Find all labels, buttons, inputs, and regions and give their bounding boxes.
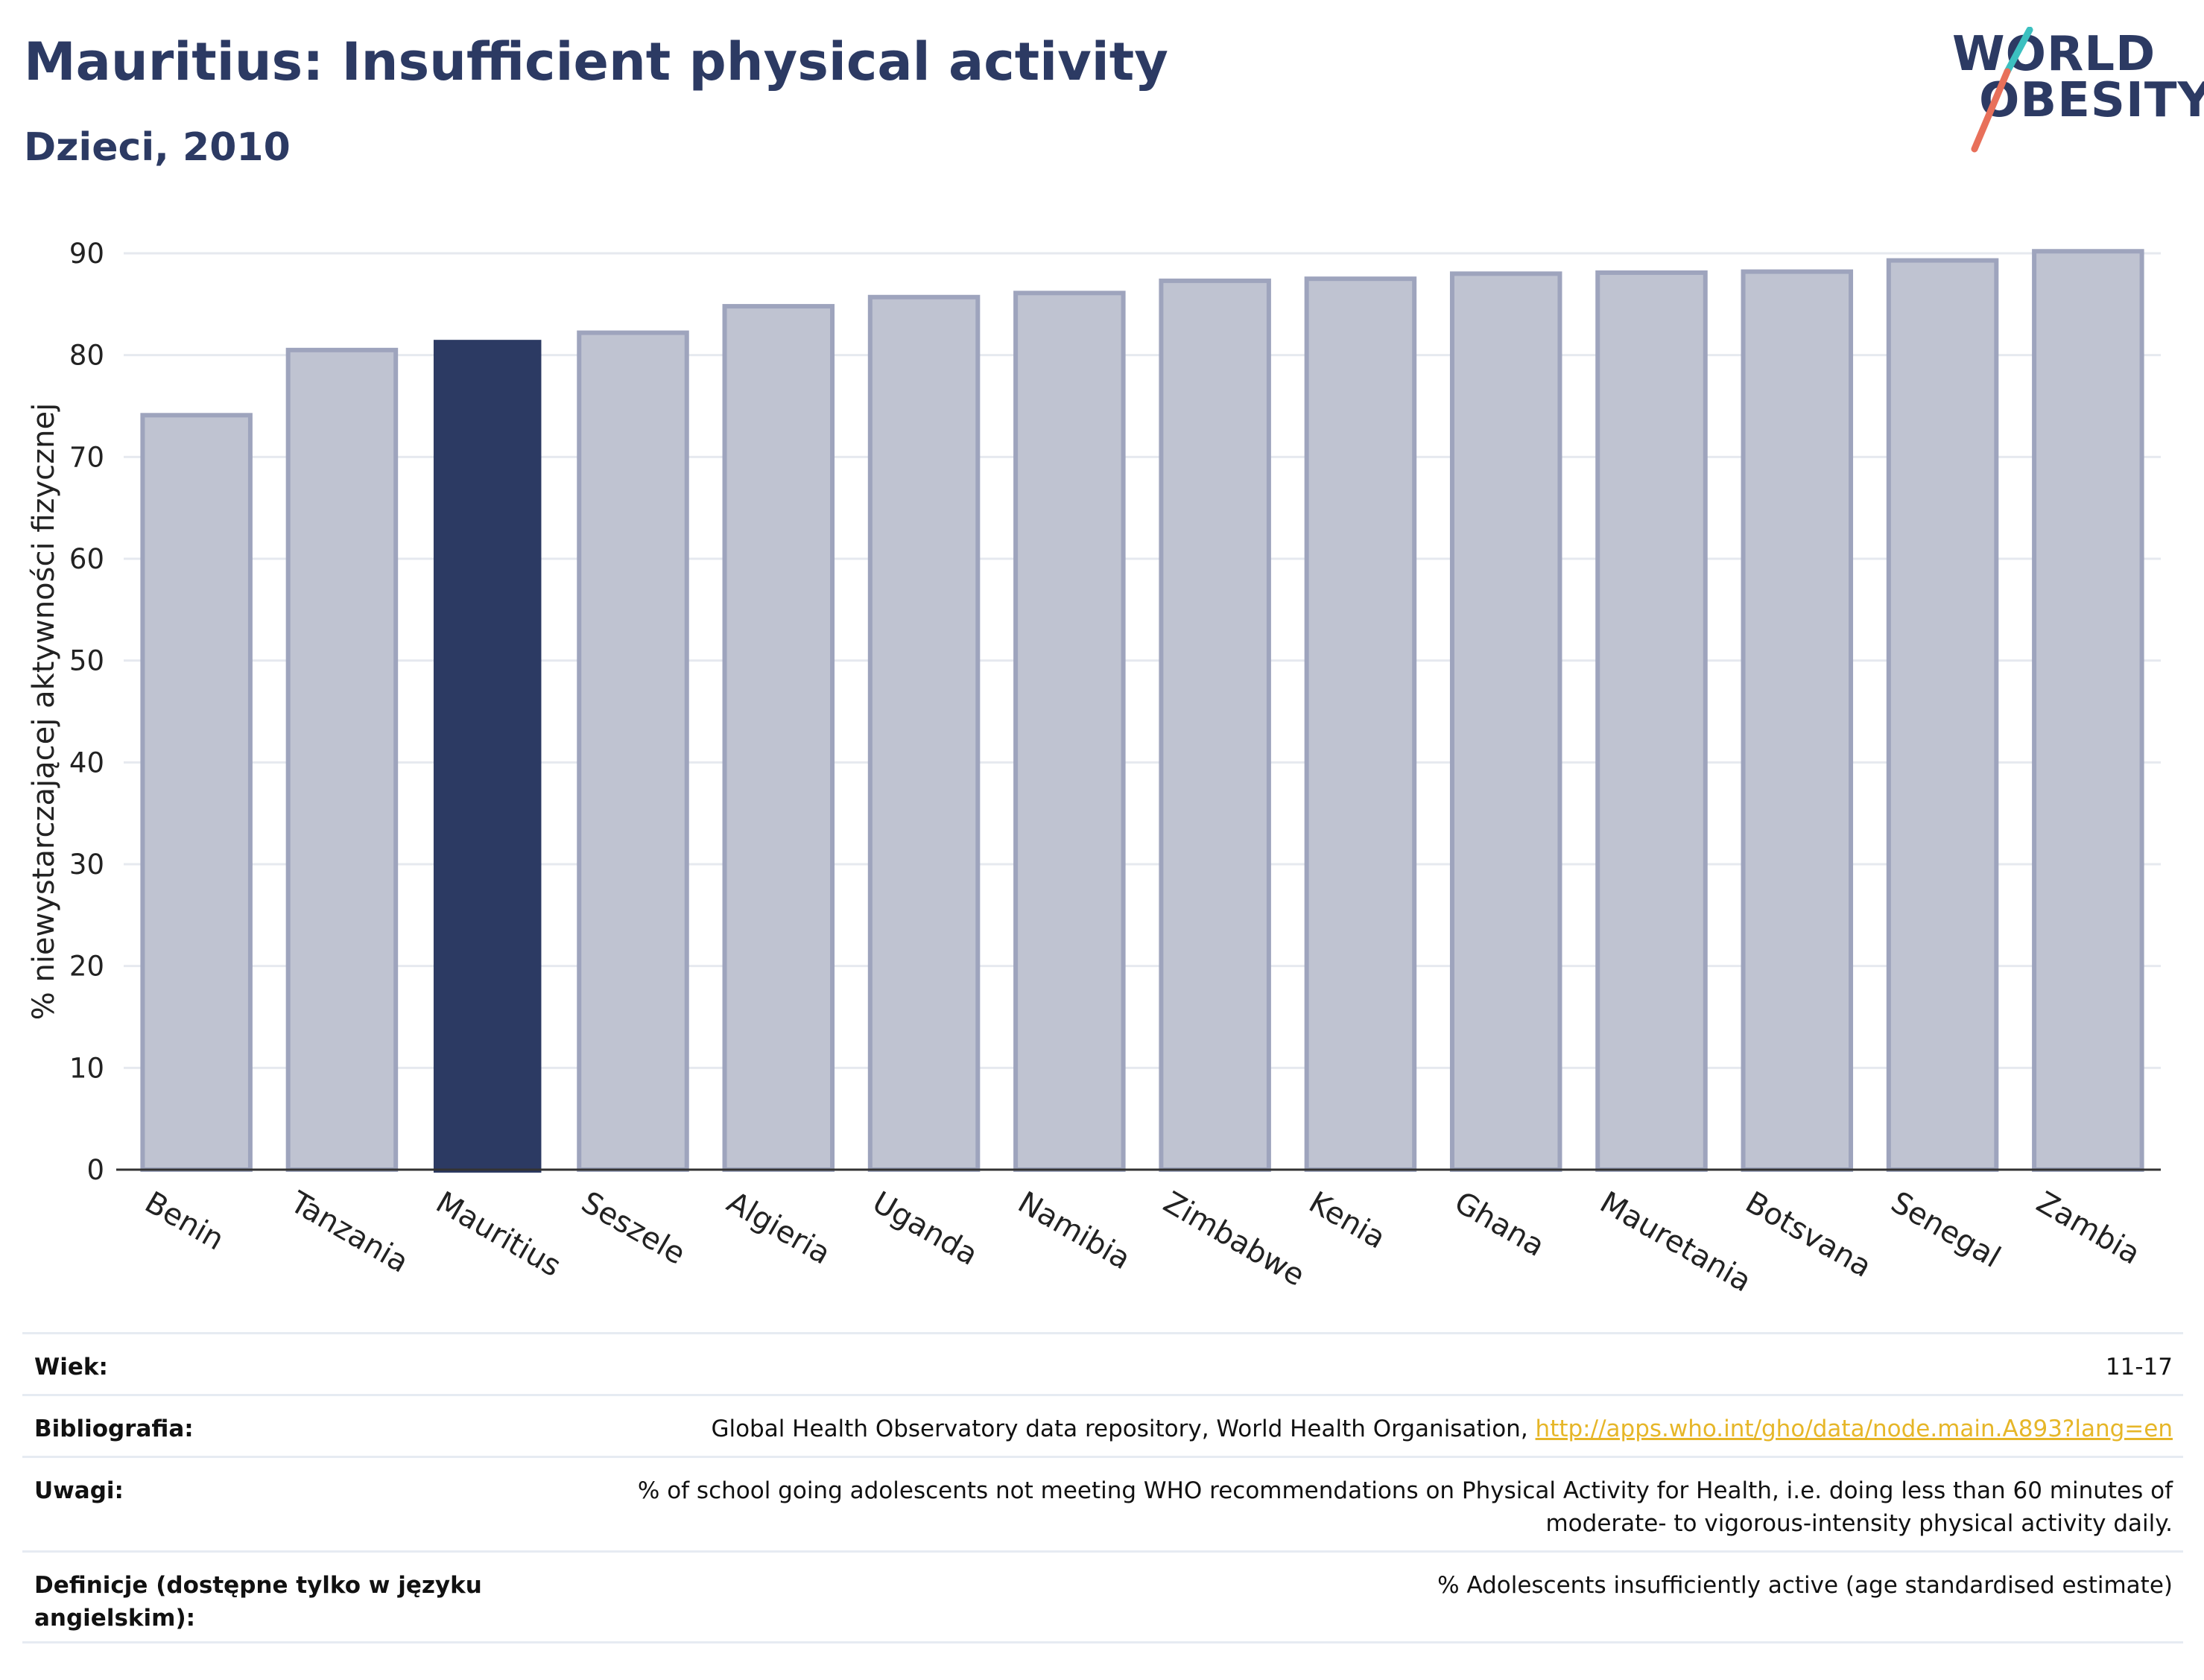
- bibliography-value: Global Health Observatory data repositor…: [548, 1413, 2173, 1445]
- logo-slash-icon: [1971, 27, 2033, 153]
- y-tick-label-40: 40: [69, 747, 104, 779]
- meta-row-age: Wiek: 11-17: [22, 1332, 2183, 1394]
- y-tick-label-50: 50: [69, 645, 104, 677]
- definitions-label-line-1: Definicje (dostępne tylko w języku: [34, 1572, 482, 1599]
- age-label: Wiek:: [34, 1354, 108, 1381]
- x-tick-label-uganda: Uganda: [867, 1185, 984, 1272]
- x-tick-label-ghana: Ghana: [1448, 1185, 1550, 1264]
- y-tick-label-80: 80: [69, 340, 104, 372]
- y-tick-label-90: 90: [69, 238, 104, 270]
- table-bottom-border: [22, 1641, 2183, 1643]
- chart-title: Mauritius: Insufficient physical activit…: [24, 31, 1168, 92]
- logo-text-obesity: OBESITY: [1979, 73, 2204, 128]
- definitions-value: % Adolescents insufficiently active (age…: [1437, 1572, 2173, 1599]
- bar-zambia: [2032, 249, 2144, 1172]
- bar-chart: 0 10 20 30 40 50 60 70 80 90 % niewystarczającej a…: [27, 238, 2161, 1299]
- bar-tanzania: [285, 347, 399, 1172]
- definitions-label: Definicje (dostępne tylko w języku angie…: [34, 1569, 496, 1635]
- y-axis-title: % niewystarczającej aktywności fizycznej: [27, 403, 61, 1021]
- bar-uganda: [867, 294, 981, 1172]
- metadata-table: Wiek: 11-17 Bibliografia: Global Health …: [22, 1332, 2183, 1645]
- bar-zimbabwe: [1159, 278, 1271, 1172]
- bar-benin: [140, 413, 253, 1172]
- bar-senegal: [1886, 258, 1999, 1173]
- x-tick-label-benin: Benin: [139, 1185, 230, 1258]
- bar-namibia: [1013, 291, 1126, 1172]
- y-tick-label-30: 30: [69, 849, 104, 881]
- bar-mauritius: [433, 340, 542, 1173]
- x-tick-label-kenia: Kenia: [1303, 1185, 1391, 1256]
- bar-kenia: [1304, 276, 1417, 1173]
- y-tick-label-10: 10: [69, 1052, 104, 1084]
- bar-mauretania: [1595, 270, 1708, 1172]
- meta-row-notes: Uwagi: % of school going adolescents not…: [22, 1456, 2183, 1550]
- bibliography-link[interactable]: http://apps.who.int/gho/data/node.main.A…: [1535, 1416, 2173, 1442]
- notes-value: % of school going adolescents not meetin…: [548, 1474, 2173, 1540]
- y-tick-label-70: 70: [69, 441, 104, 473]
- meta-row-bibliography: Bibliografia: Global Health Observatory …: [22, 1394, 2183, 1456]
- bar-algieria: [722, 304, 835, 1173]
- bar-botsvana: [1741, 269, 1854, 1173]
- definitions-label-line-2: angielskim):: [34, 1605, 196, 1632]
- x-tick-label-algieria: Algieria: [721, 1185, 836, 1272]
- bar-ghana: [1449, 271, 1562, 1172]
- chart-subtitle: Dzieci, 2010: [24, 125, 291, 170]
- meta-row-definitions: Definicje (dostępne tylko w języku angie…: [22, 1550, 2183, 1645]
- y-tick-label-0: 0: [86, 1154, 104, 1186]
- logo-text-world: WORLD: [1952, 27, 2156, 82]
- notes-label: Uwagi:: [34, 1477, 124, 1504]
- x-tick-label-mauretania: Mauretania: [1595, 1185, 1757, 1299]
- x-tick-label-senegal: Senegal: [1885, 1185, 2006, 1275]
- x-tick-label-zimbabwe: Zimbabwe: [1158, 1185, 1311, 1293]
- x-tick-label-namibia: Namibia: [1012, 1185, 1136, 1277]
- bibliography-label: Bibliografia:: [34, 1416, 194, 1442]
- y-tick-label-60: 60: [69, 543, 104, 575]
- x-tick-label-tanzania: Tanzania: [284, 1185, 414, 1279]
- x-tick-label-botsvana: Botsvana: [1740, 1185, 1878, 1284]
- bibliography-text: Global Health Observatory data repositor…: [711, 1416, 1536, 1442]
- world-obesity-logo: WORLD OBESITY: [1945, 27, 2204, 161]
- notes-line-1: % of school going adolescents not meetin…: [637, 1477, 2173, 1504]
- notes-line-2: moderate- to vigorous-intensity physical…: [1545, 1510, 2173, 1537]
- x-tick-label-mauritius: Mauritius: [430, 1185, 566, 1284]
- age-value: 11-17: [2105, 1354, 2173, 1381]
- bar-seszele: [577, 330, 689, 1173]
- y-tick-label-20: 20: [69, 951, 104, 983]
- x-tick-label-seszele: Seszele: [576, 1185, 691, 1272]
- x-tick-label-zambia: Zambia: [2030, 1185, 2146, 1272]
